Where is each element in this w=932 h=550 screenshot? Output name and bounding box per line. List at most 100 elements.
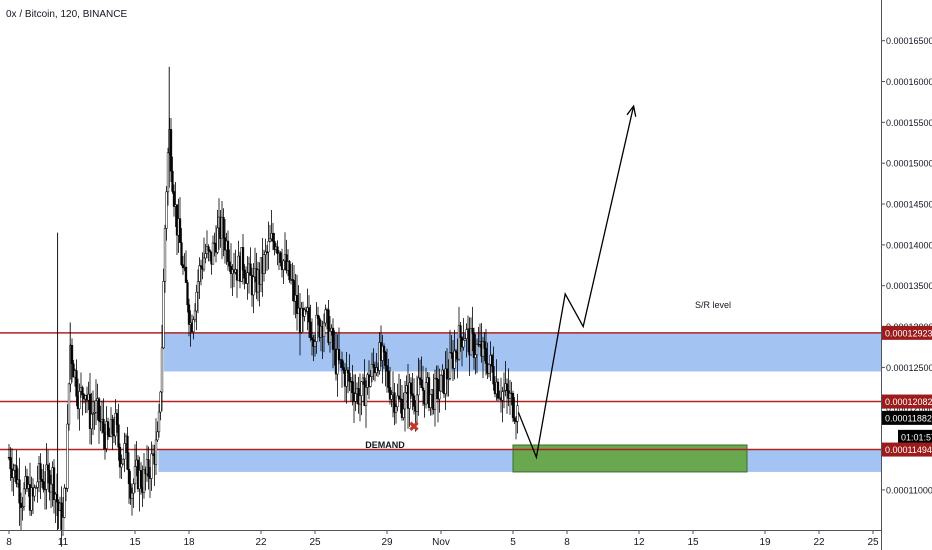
- candle-body: [396, 395, 399, 408]
- x-marker: ✖: [409, 419, 420, 434]
- candle-body: [117, 424, 120, 448]
- candle-body: [202, 257, 206, 270]
- candle-body: [97, 398, 101, 422]
- x-tick-label: 22: [255, 537, 267, 548]
- candle-body: [390, 394, 393, 400]
- candle-body: [127, 469, 131, 485]
- y-tick-label: 0.00015500: [886, 118, 932, 128]
- y-tick-label: 0.00014000: [886, 240, 932, 250]
- candle-body: [487, 364, 491, 374]
- candle-body: [147, 459, 150, 477]
- sr-zone: [163, 332, 882, 372]
- candle-body: [211, 242, 215, 265]
- candle-body: [354, 393, 357, 402]
- candle-body: [382, 345, 386, 353]
- candle-body: [288, 261, 291, 281]
- candle-body: [421, 387, 425, 391]
- x-tick-label: 15: [687, 537, 699, 548]
- x-tick-label: 11: [58, 537, 69, 548]
- candle-body: [61, 517, 65, 531]
- demand-label: DEMAND: [365, 440, 405, 450]
- candle-body: [154, 439, 158, 465]
- candle-body: [222, 216, 225, 238]
- candle-body: [241, 247, 245, 271]
- candle-body: [360, 381, 363, 396]
- candle-body: [22, 488, 26, 508]
- candle-body: [309, 321, 312, 338]
- projection-path: [517, 105, 635, 460]
- candle-body: [126, 435, 129, 470]
- candle-body: [279, 252, 282, 263]
- candle-body: [118, 446, 122, 468]
- candle-body: [450, 352, 453, 354]
- candle-body: [162, 281, 165, 349]
- y-tick-label: 0.00012000: [886, 404, 932, 414]
- y-tick-label: 0.00013500: [886, 281, 932, 291]
- candle-body: [358, 395, 362, 405]
- price-tag-bg: [882, 394, 932, 409]
- candle-body: [249, 263, 252, 276]
- candle-body: [81, 387, 84, 395]
- x-tick-label: 8: [564, 537, 570, 548]
- candle-body: [195, 291, 198, 312]
- candle-body: [30, 487, 33, 511]
- candles: [7, 66, 519, 547]
- candle-body: [307, 307, 311, 323]
- candle-body: [93, 412, 96, 414]
- candle-body: [70, 345, 74, 365]
- candle-body: [475, 343, 479, 356]
- candle-body: [340, 359, 344, 368]
- candle-body: [204, 253, 207, 259]
- candle-body: [75, 370, 78, 397]
- candle-body: [420, 379, 423, 388]
- x-tick-label: 12: [633, 537, 645, 548]
- candle-body: [459, 325, 462, 338]
- candle-body: [18, 479, 21, 504]
- candle-body: [48, 470, 51, 493]
- price-tag-label: 0.00012082: [885, 397, 932, 407]
- x-tick-label: 22: [813, 537, 825, 548]
- projection-arrowhead: [626, 104, 637, 117]
- candle-body: [400, 399, 404, 418]
- candle-body: [264, 251, 267, 255]
- candle-body: [471, 327, 474, 334]
- candle-body: [49, 483, 53, 493]
- y-tick-label: 0.00012500: [886, 363, 932, 373]
- chart-title: 0x / Bitcoin, 120, BINANCE: [6, 9, 128, 20]
- candle-body: [465, 329, 468, 339]
- candle-body: [198, 265, 201, 282]
- candle-body: [181, 264, 185, 269]
- price-tags: 0.00012923 0.00012082 0.00011882 01:01:57 0.…: [882, 325, 932, 457]
- price-tag-label: 0.00011494: [885, 445, 932, 455]
- candle-body: [384, 351, 387, 366]
- y-axis: 0.000110000.000115000.000120000.00012500…: [881, 0, 932, 550]
- candle-body: [12, 470, 15, 478]
- candle-body: [411, 393, 414, 397]
- candle-body: [511, 393, 515, 419]
- candle-body: [142, 469, 146, 493]
- candle-body: [369, 376, 372, 387]
- candle-body: [346, 369, 350, 374]
- candle-body: [501, 391, 504, 401]
- candle-body: [291, 279, 294, 281]
- candle-body: [91, 412, 95, 415]
- candle-body: [90, 413, 93, 429]
- candle-body: [157, 411, 161, 433]
- sr-level-label: S/R level: [695, 300, 731, 310]
- x-tick-label: 18: [183, 537, 195, 548]
- candle-body: [513, 417, 516, 422]
- candle-body: [490, 355, 494, 367]
- candle-body: [46, 464, 50, 471]
- candle-body: [385, 365, 389, 372]
- candle-body: [196, 281, 200, 293]
- candle-body: [9, 457, 12, 470]
- candle-body: [120, 463, 123, 468]
- candle-body: [477, 343, 480, 346]
- candle-body: [415, 394, 419, 412]
- candle-body: [322, 322, 326, 337]
- candle-body: [418, 377, 422, 380]
- candle-body: [33, 487, 36, 497]
- candle-body: [187, 304, 191, 325]
- candle-body: [123, 443, 126, 460]
